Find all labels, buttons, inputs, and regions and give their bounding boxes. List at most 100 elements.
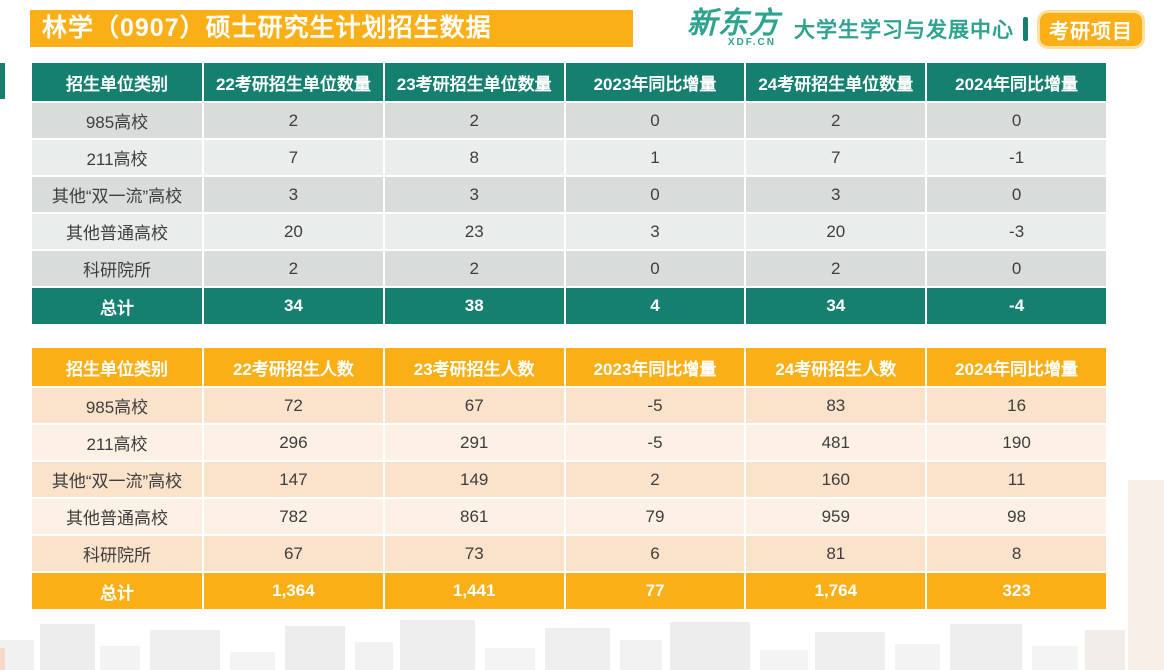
data-cell: 190: [925, 423, 1108, 462]
data-cell: 481: [744, 423, 928, 462]
brand-divider: [1023, 17, 1028, 41]
total-cell: 34: [744, 286, 928, 326]
total-cell: 1,364: [202, 571, 385, 611]
data-cell: 3: [202, 175, 385, 214]
row-label: 其他普通高校: [30, 212, 204, 251]
data-cell: -3: [925, 212, 1108, 251]
table-row: 科研院所 67 73 6 81 8: [30, 534, 1108, 573]
data-cell: 2: [563, 460, 747, 499]
brand-area: 新东方 XDF.CN 大学生学习与发展中心 考研项目: [687, 8, 1145, 50]
table-row: 211高校 296 291 -5 481 190: [30, 423, 1108, 462]
data-cell: 3: [744, 175, 928, 214]
data-cell: 67: [202, 534, 385, 573]
data-cell: 3: [382, 175, 566, 214]
row-label: 其他“双一流”高校: [30, 460, 204, 499]
total-cell: 38: [382, 286, 566, 326]
data-cell: 2: [202, 249, 385, 288]
row-label: 211高校: [30, 138, 204, 177]
data-cell: 79: [563, 497, 747, 536]
data-cell: 861: [382, 497, 566, 536]
column-header: 24考研招生单位数量: [744, 61, 928, 103]
column-header: 2023年同比增量: [563, 346, 747, 388]
row-label: 其他普通高校: [30, 497, 204, 536]
table-row: 其他普通高校 20 23 3 20 -3: [30, 212, 1108, 251]
data-cell: 2: [744, 101, 928, 140]
total-cell: 77: [563, 571, 747, 611]
data-cell: 2: [382, 101, 566, 140]
data-cell: 1: [563, 138, 747, 177]
table-row: 其他普通高校 782 861 79 959 98: [30, 497, 1108, 536]
data-cell: 149: [382, 460, 566, 499]
data-cell: 20: [202, 212, 385, 251]
students-table-total: 总计 1,364 1,441 77 1,764 323: [30, 571, 1108, 611]
page-title-text: 林学（0907）硕士研究生计划招生数据: [42, 14, 492, 42]
data-cell: 6: [563, 534, 747, 573]
total-cell: 323: [925, 571, 1108, 611]
column-header: 2024年同比增量: [925, 61, 1108, 103]
data-cell: 0: [925, 101, 1108, 140]
students-table-body: 985高校 72 67 -5 83 16 211高校 296 291 -5 481 190 其他“双一流…: [30, 386, 1108, 573]
page-title: 林学（0907）硕士研究生计划招生数据: [30, 10, 633, 47]
row-label: 211高校: [30, 423, 204, 462]
admission-units-table: 招生单位类别 22考研招生单位数量 23考研招生单位数量 2023年同比增量 24考研招…: [30, 61, 1108, 326]
data-cell: 98: [925, 497, 1108, 536]
data-cell: 7: [202, 138, 385, 177]
data-cell: 2: [202, 101, 385, 140]
data-cell: 20: [744, 212, 928, 251]
total-cell: 1,764: [744, 571, 928, 611]
center-name-label: 大学生学习与发展中心: [794, 19, 1014, 42]
data-cell: 16: [925, 386, 1108, 425]
row-label: 其他“双一流”高校: [30, 175, 204, 214]
total-cell: -4: [925, 286, 1108, 326]
units-table-body: 985高校 2 2 0 2 0 211高校 7 8 1 7 -1 其他“双一流”高校 3 3 0 3 0 其他普通高…: [30, 101, 1108, 288]
table-row: 211高校 7 8 1 7 -1: [30, 138, 1108, 177]
column-header: 22考研招生单位数量: [202, 61, 385, 103]
data-cell: 160: [744, 460, 928, 499]
xdf-logo-wordmark: 新东方: [687, 7, 780, 40]
kaoyan-project-badge: 考研项目: [1037, 9, 1145, 49]
data-cell: 7: [744, 138, 928, 177]
admission-students-table: 招生单位类别 22考研招生人数 23考研招生人数 2023年同比增量 24考研招生人数 2…: [30, 346, 1108, 611]
bottom-left-accent: [0, 648, 5, 670]
column-header: 23考研招生人数: [382, 346, 566, 388]
data-cell: 291: [382, 423, 566, 462]
total-cell: 34: [202, 286, 385, 326]
data-cell: 147: [202, 460, 385, 499]
column-header-category: 招生单位类别: [30, 61, 204, 103]
left-edge-accent: [0, 63, 5, 99]
data-cell: 83: [744, 386, 928, 425]
table-row: 985高校 2 2 0 2 0: [30, 101, 1108, 140]
data-cell: 72: [202, 386, 385, 425]
xdf-logo-url: XDF.CN: [727, 37, 776, 48]
data-cell: 0: [563, 101, 747, 140]
data-cell: 0: [925, 249, 1108, 288]
row-label: 科研院所: [30, 249, 204, 288]
column-header: 23考研招生单位数量: [382, 61, 566, 103]
data-cell: 81: [744, 534, 928, 573]
column-header: 2024年同比增量: [925, 346, 1108, 388]
row-label: 985高校: [30, 101, 204, 140]
data-cell: 23: [382, 212, 566, 251]
column-header: 2023年同比增量: [563, 61, 747, 103]
data-cell: 0: [925, 175, 1108, 214]
data-cell: 73: [382, 534, 566, 573]
total-label: 总计: [30, 286, 204, 326]
units-table-total: 总计 34 38 4 34 -4: [30, 286, 1108, 326]
data-cell: -5: [563, 386, 747, 425]
data-cell: 2: [744, 249, 928, 288]
table-row: 科研院所 2 2 0 2 0: [30, 249, 1108, 288]
total-label: 总计: [30, 571, 204, 611]
data-cell: 67: [382, 386, 566, 425]
data-cell: -5: [563, 423, 747, 462]
data-cell: 3: [563, 212, 747, 251]
data-cell: 782: [202, 497, 385, 536]
data-cell: -1: [925, 138, 1108, 177]
xdf-logo: 新东方 XDF.CN: [687, 7, 780, 48]
data-cell: 11: [925, 460, 1108, 499]
data-cell: 8: [382, 138, 566, 177]
column-header: 24考研招生人数: [744, 346, 928, 388]
table-row: 其他“双一流”高校 147 149 2 160 11: [30, 460, 1108, 499]
table-row: 其他“双一流”高校 3 3 0 3 0: [30, 175, 1108, 214]
data-cell: 0: [563, 175, 747, 214]
